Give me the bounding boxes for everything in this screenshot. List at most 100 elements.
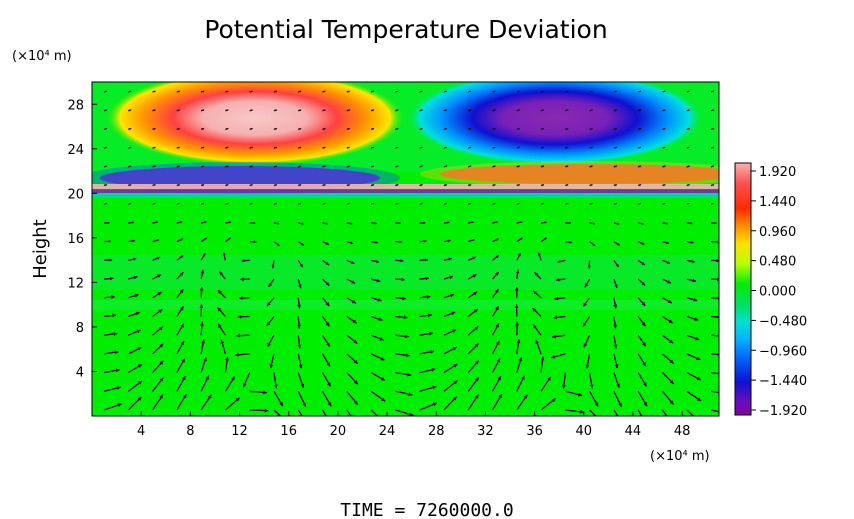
x-tick-label: 48 (674, 424, 691, 439)
velocity-vector (561, 372, 566, 389)
velocity-vector (540, 184, 545, 187)
velocity-vector (395, 221, 401, 225)
velocity-vector (127, 363, 143, 374)
velocity-vector (710, 315, 719, 318)
velocity-vector (710, 390, 719, 394)
velocity-vector (370, 409, 379, 416)
velocity-vector (128, 293, 139, 299)
velocity-vector (297, 297, 302, 309)
velocity-vector (710, 184, 715, 187)
velocity-vector (467, 273, 477, 280)
velocity-vector (266, 334, 275, 348)
velocity-vector (468, 146, 472, 149)
velocity-vector (637, 109, 642, 112)
velocity-vector (346, 409, 352, 416)
velocity-vector (565, 90, 569, 93)
velocity-vector (535, 339, 542, 355)
velocity-vector (710, 90, 715, 93)
x-tick-label: 12 (231, 424, 248, 439)
velocity-vector (613, 353, 619, 369)
x-tick-label: 4 (137, 424, 145, 439)
velocity-vector (200, 221, 207, 224)
velocity-vector (176, 221, 183, 224)
velocity-vector (492, 184, 496, 187)
velocity-vector (273, 409, 282, 416)
velocity-vector (467, 343, 480, 355)
velocity-vector (217, 323, 226, 336)
velocity-vector (552, 334, 566, 339)
velocity-vector (152, 127, 156, 131)
velocity-vector (273, 241, 280, 247)
velocity-vector (662, 127, 666, 131)
velocity-vector (662, 184, 666, 187)
velocity-vector (686, 372, 702, 381)
velocity-vector (128, 221, 134, 224)
velocity-vector (467, 377, 480, 392)
x-tick-label: 44 (625, 424, 642, 439)
velocity-vector (395, 127, 399, 131)
velocity-vector (613, 165, 617, 168)
velocity-vector (686, 390, 702, 402)
velocity-vector (662, 278, 672, 284)
y-tick-label: 8 (76, 321, 84, 336)
velocity-vector (467, 394, 479, 411)
velocity-vector (514, 304, 519, 317)
velocity-vector (534, 271, 542, 280)
velocity-vector (710, 165, 715, 168)
velocity-vector (661, 409, 668, 416)
x-axis: 4 8 12 16 20 24 28 32 36 40 44 48 (137, 411, 690, 439)
velocity-vector (443, 275, 454, 280)
x-tick-label: 32 (477, 424, 494, 439)
velocity-vector (637, 372, 647, 387)
velocity-vector (637, 353, 647, 367)
velocity-vector (589, 202, 593, 205)
velocity-vector (370, 90, 375, 93)
velocity-vector (297, 372, 305, 388)
velocity-vector (540, 127, 545, 131)
velocity-vector (322, 259, 330, 266)
velocity-vector (225, 221, 231, 224)
velocity-vector (419, 184, 423, 187)
colorbar-tick-label: −0.480 (759, 314, 807, 329)
velocity-vector (199, 304, 204, 317)
velocity-vector (322, 146, 326, 149)
velocity-vector (238, 296, 250, 300)
colorbar-tick-label: 0.480 (759, 255, 796, 270)
velocity-vector (540, 109, 545, 112)
velocity-vector (492, 146, 496, 149)
velocity-vector (710, 259, 719, 263)
velocity-vector (553, 315, 566, 320)
velocity-vector (491, 340, 500, 355)
velocity-vector (103, 109, 108, 112)
colorbar-tick-label: −0.960 (759, 344, 807, 359)
velocity-vector (346, 278, 356, 284)
velocity-vector (176, 358, 186, 373)
velocity-vector (346, 241, 354, 245)
velocity-vector (467, 291, 478, 299)
velocity-vector (200, 321, 204, 336)
velocity-vector (297, 241, 305, 246)
velocity-vector (516, 221, 523, 224)
velocity-vector (176, 340, 185, 355)
velocity-vector (395, 90, 399, 93)
velocity-vector (273, 127, 278, 131)
velocity-vector (395, 259, 404, 263)
velocity-vector (540, 356, 545, 373)
velocity-vector (531, 307, 542, 317)
velocity-vector (176, 238, 184, 243)
velocity-vector (468, 127, 472, 131)
velocity-vector (637, 409, 643, 416)
velocity-vector (637, 146, 642, 149)
velocity-vector (199, 287, 204, 298)
velocity-vector (152, 360, 164, 374)
velocity-vector (468, 184, 472, 187)
velocity-vector (613, 222, 620, 225)
velocity-vector (532, 324, 542, 336)
velocity-vector (103, 386, 121, 392)
velocity-vector (200, 237, 208, 243)
velocity-vector (216, 306, 226, 317)
x-tick-label: 16 (280, 424, 297, 439)
velocity-vector (537, 252, 542, 261)
velocity-vector (152, 377, 164, 392)
